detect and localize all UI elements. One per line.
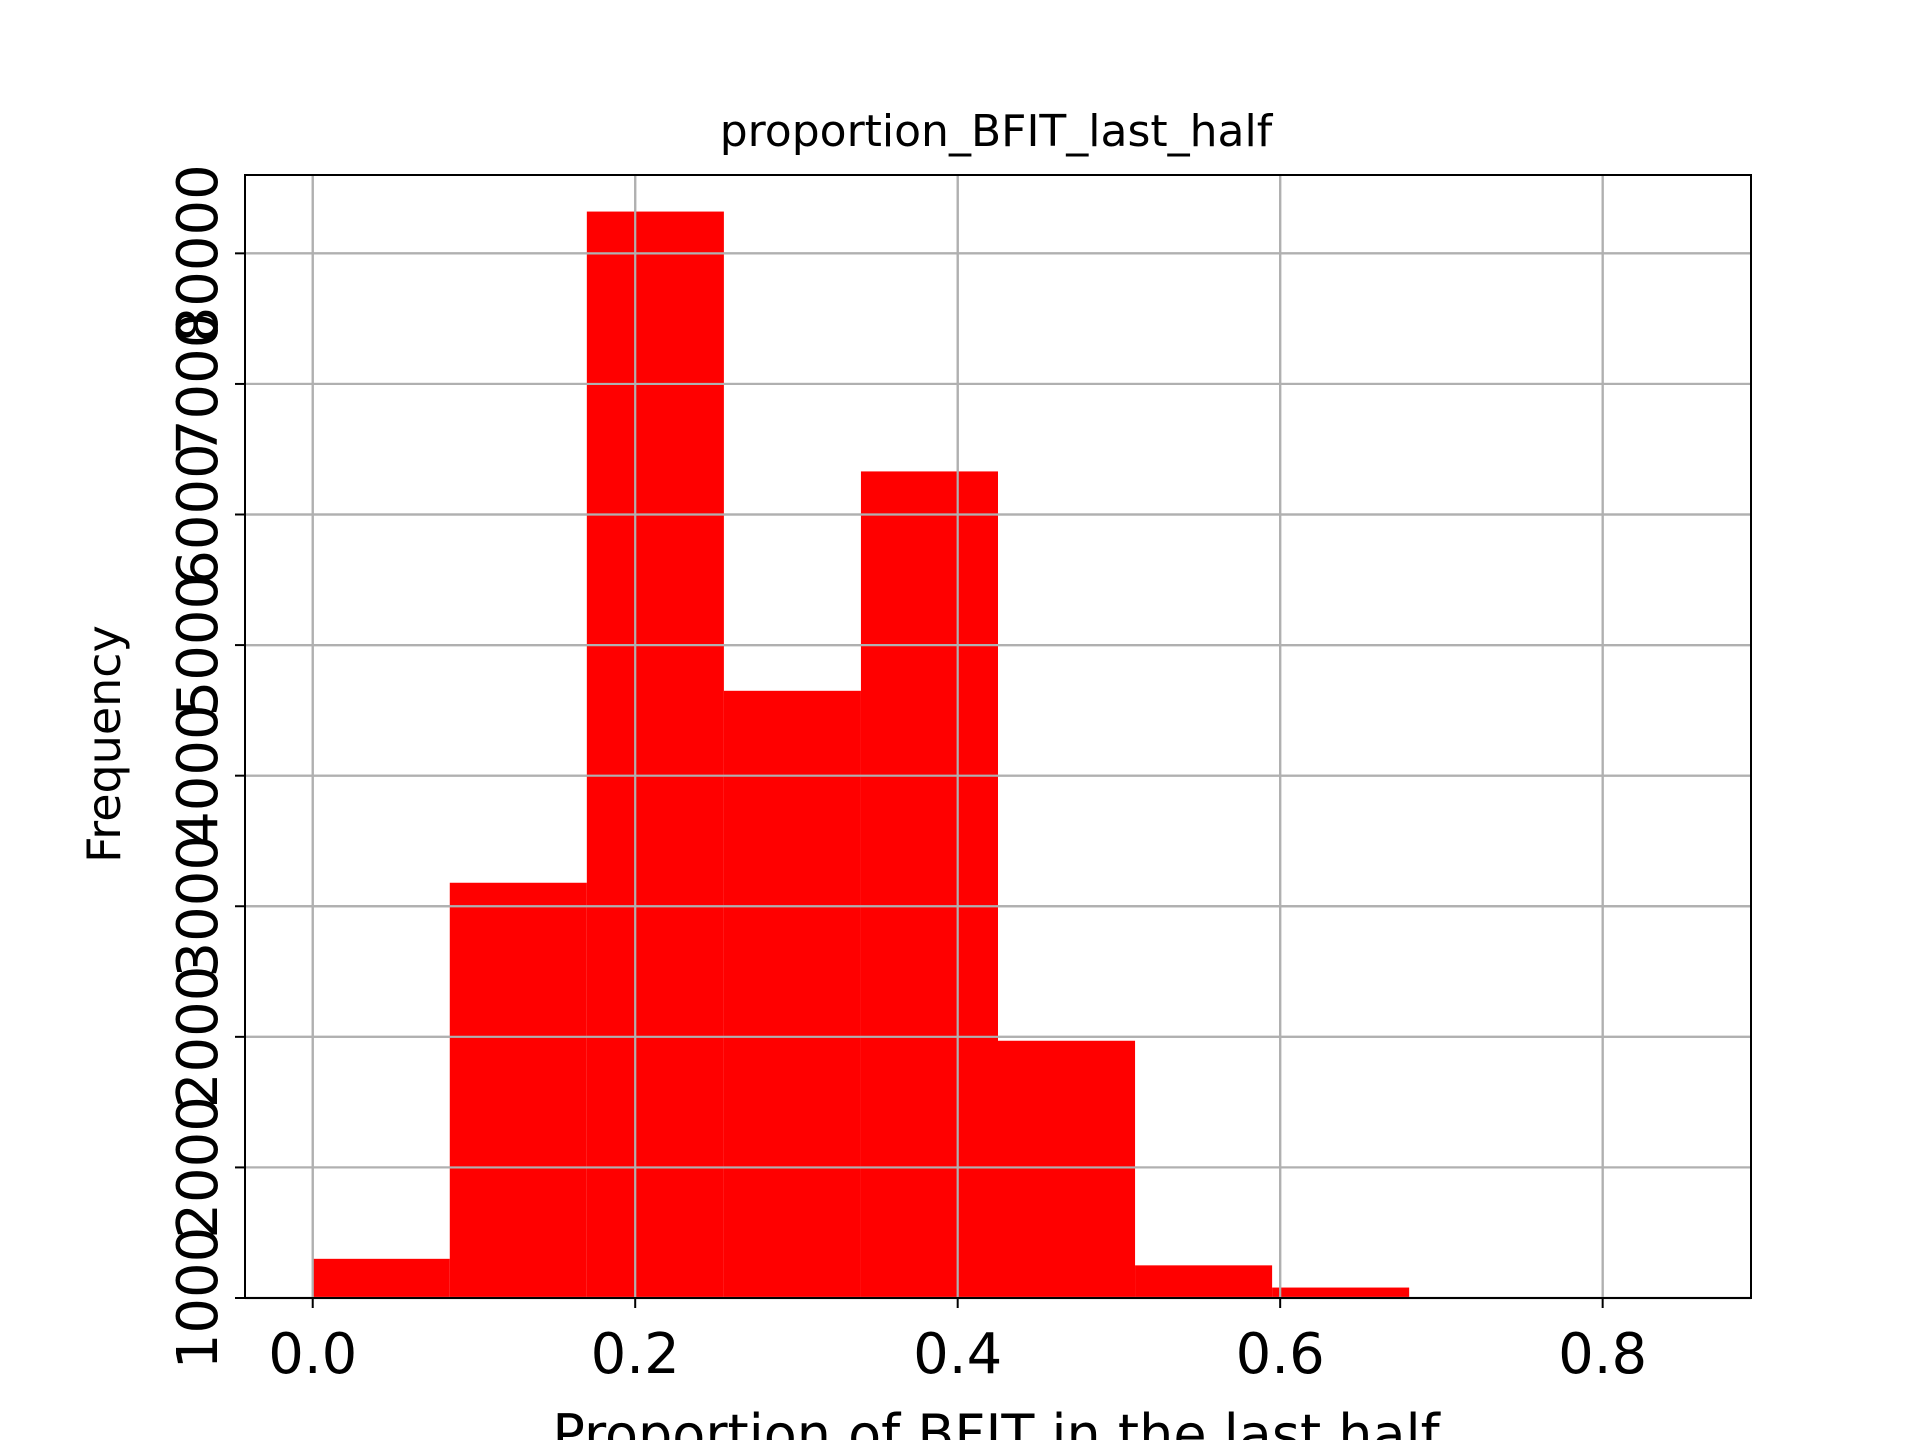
x-tick-label-2: 0.4 (913, 1322, 1002, 1387)
x-axis-label: Proportion of BFIT in the last half (552, 1403, 1441, 1440)
x-tick-label-1: 0.2 (591, 1322, 680, 1387)
y-tick-label-4: 4000 (166, 704, 231, 847)
y-tick-label-2: 2000 (166, 966, 231, 1109)
x-tick-label-4: 0.8 (1558, 1322, 1647, 1387)
histogram-bars (312, 211, 1410, 1299)
x-tick-label-0: 0.0 (268, 1322, 357, 1387)
y-tick-label-3: 3000 (166, 835, 231, 978)
x-tick-label-3: 0.6 (1236, 1322, 1325, 1387)
chart-title: proportion_BFIT_last_half (720, 106, 1274, 157)
histogram-bar-3 (723, 690, 861, 1298)
y-axis-label: Frequency (77, 625, 131, 863)
y-tick-label-5: 5000 (166, 574, 231, 717)
plot-frame (244, 174, 1752, 1299)
histogram-bar-4 (860, 471, 998, 1298)
histogram-bar-1 (449, 882, 587, 1298)
y-tick-label-7: 7000 (166, 313, 231, 456)
histogram-bar-0 (312, 1258, 450, 1298)
histogram-bar-6 (1135, 1265, 1273, 1298)
histogram-bar-7 (1272, 1287, 1410, 1298)
y-tick-label-0: 1000 (166, 1227, 231, 1370)
y-tick-label-8: 80000 (166, 164, 231, 342)
grid-overlay (245, 175, 1751, 1300)
histogram-bar-2 (586, 211, 724, 1299)
axes (244, 174, 1752, 1299)
y-tick-label-1: 2000 (166, 1096, 231, 1239)
y-tick-label-6: 6000 (166, 443, 231, 586)
x-axis-ticks: 0.0 0.2 0.4 0.6 0.8 (268, 1298, 1647, 1387)
histogram-bar-5 (998, 1040, 1136, 1298)
